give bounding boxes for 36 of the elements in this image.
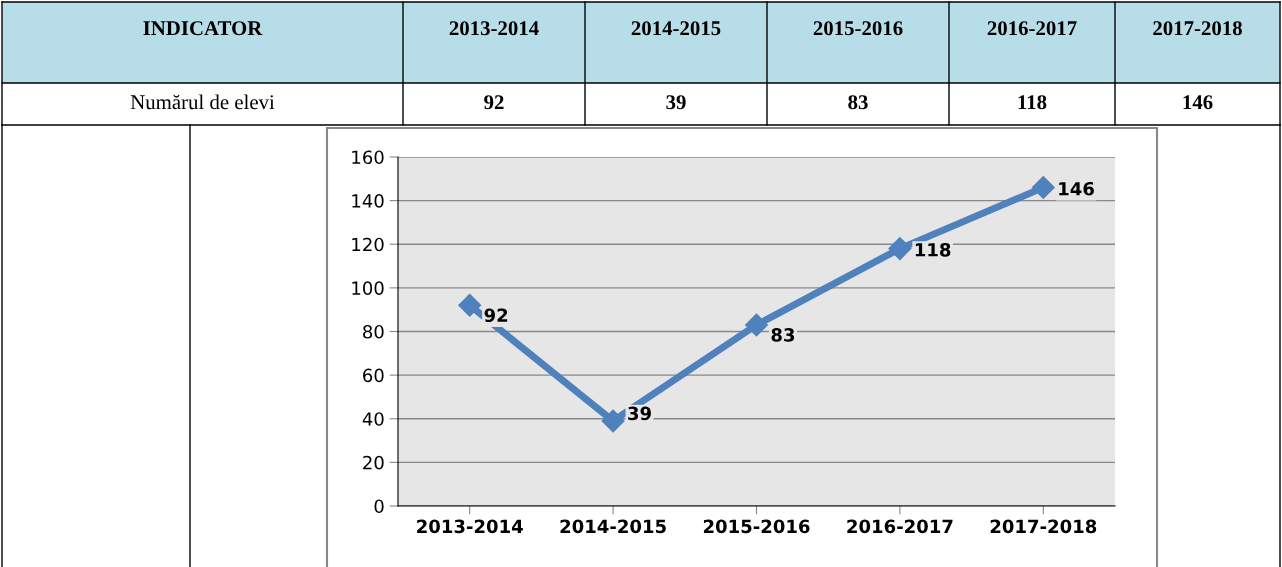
point	[458, 293, 482, 317]
category-label: 2017-2018	[1153, 21, 1242, 36]
text: 92	[484, 95, 504, 110]
y-tick-label: 120	[352, 237, 384, 252]
y-tick-label: 100	[352, 281, 384, 295]
text: 39	[666, 95, 686, 110]
category-label: 2016-2017	[987, 21, 1077, 36]
category-label: 2015-2016	[813, 21, 903, 36]
category-label: 2014-2015	[631, 21, 721, 36]
data-label: 83	[771, 328, 795, 342]
x-tick-label: 2013-2014	[417, 519, 523, 534]
y-tick-label: 60	[363, 368, 384, 383]
text: INDICATOR	[143, 21, 263, 36]
point	[745, 313, 768, 337]
text: 146	[1183, 95, 1213, 110]
y-tick-label: 80	[363, 324, 384, 339]
data-label: 92	[484, 308, 508, 323]
data-label: 39	[628, 406, 651, 421]
text: 83	[848, 95, 868, 110]
data-label: 118	[915, 242, 951, 257]
y-tick-label: 20	[363, 455, 384, 470]
x-tick-label: 2015-2016	[703, 519, 810, 534]
x-tick-label: 2014-2015	[560, 519, 666, 534]
text: 118	[1018, 95, 1047, 110]
y-tick-label: 140	[352, 194, 384, 208]
data-label: 146	[1059, 181, 1094, 196]
x-tick-label: 2017-2018	[990, 519, 1097, 534]
y-tick-label: 40	[362, 412, 384, 426]
category-label: 2013-2014	[449, 21, 539, 36]
text: Numărul de elevi	[130, 94, 275, 110]
point	[1031, 176, 1055, 200]
point	[888, 237, 912, 261]
y-tick-label: 0	[374, 499, 384, 514]
point	[601, 409, 625, 433]
x-tick-label: 2016-2017	[847, 519, 953, 534]
y-tick-label: 160	[352, 150, 384, 165]
